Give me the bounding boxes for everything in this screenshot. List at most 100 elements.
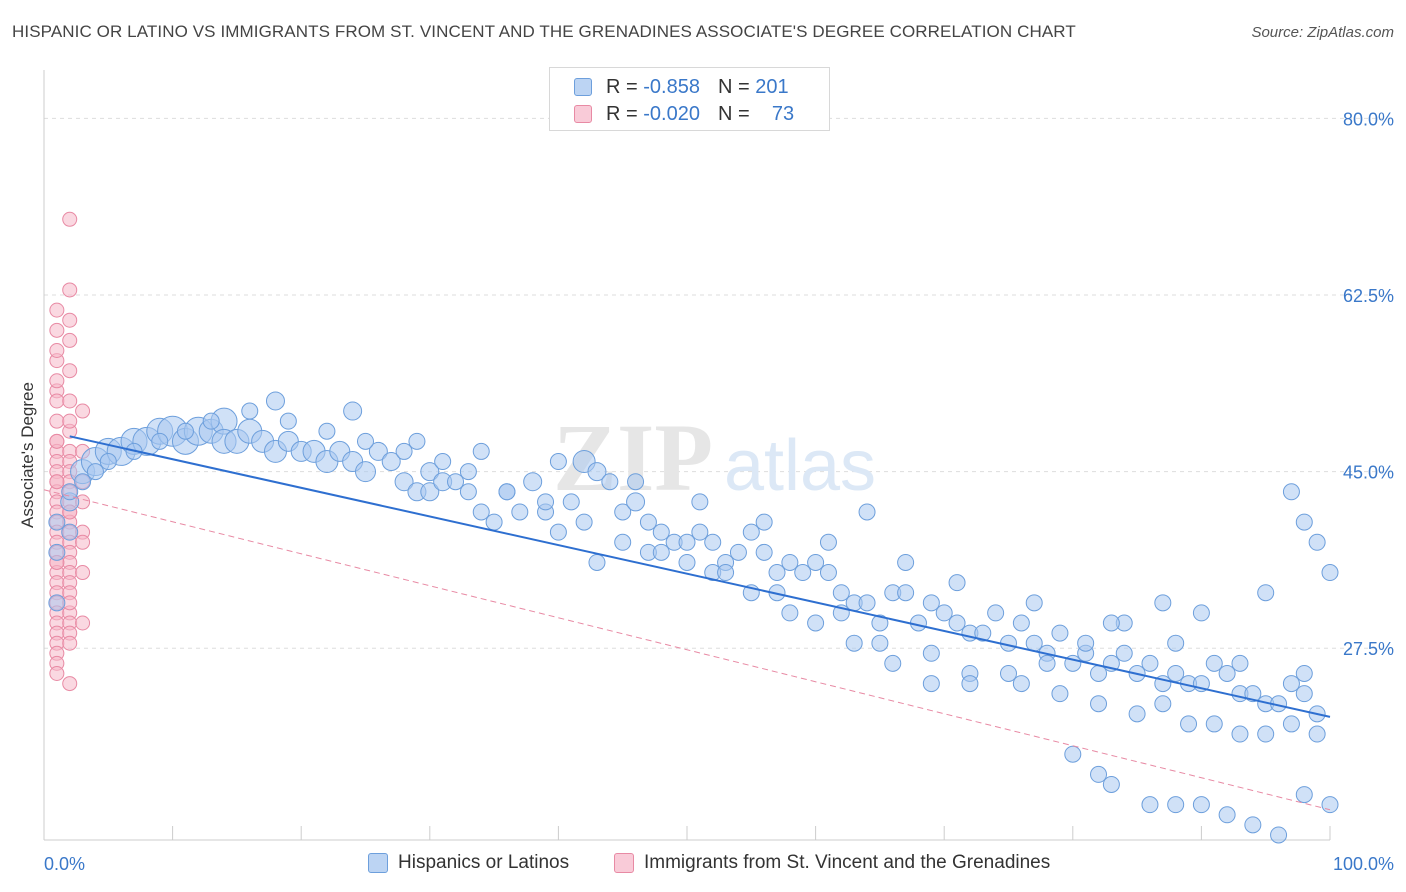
data-point-svg-immigrants (49, 665, 65, 681)
data-point-hispanic (755, 513, 773, 531)
data-point-hispanic (48, 513, 66, 531)
data-point-hispanic (794, 564, 812, 582)
data-point-hispanic (1180, 715, 1198, 733)
data-point-hispanic (588, 553, 606, 571)
data-point-hispanic (845, 634, 863, 652)
data-point-hispanic (626, 492, 646, 512)
data-point-hispanic (935, 604, 953, 622)
data-point-hispanic (871, 634, 889, 652)
data-point-svg-immigrants (62, 635, 78, 651)
data-point-hispanic (729, 543, 747, 561)
axis-layer (43, 70, 1331, 841)
data-point-hispanic (614, 533, 632, 551)
data-point-hispanic (1051, 624, 1069, 642)
data-point-svg-immigrants (49, 302, 65, 318)
data-point-hispanic (768, 564, 786, 582)
bottom-legend-label: Hispanics or Latinos (398, 852, 570, 873)
watermark: ZIP atlas (553, 404, 876, 511)
tick-labels: 27.5% 45.0% 62.5% 80.0% 0.0% 100.0% (44, 109, 1394, 874)
data-point-svg-immigrants (49, 433, 65, 449)
data-point-hispanic (1218, 664, 1236, 682)
data-point-hispanic (1090, 765, 1108, 783)
data-point-hispanic (922, 594, 940, 612)
data-point-hispanic (1038, 654, 1056, 672)
data-point-hispanic (755, 543, 773, 561)
trend-line-hispanic (69, 435, 1331, 718)
data-point-hispanic (1102, 775, 1120, 793)
data-point-hispanic (1295, 513, 1313, 531)
legend-n-value: 201 (755, 75, 789, 98)
data-point-hispanic (614, 503, 632, 521)
watermark-atlas: atlas (724, 426, 876, 506)
data-point-hispanic (355, 461, 376, 483)
data-point-hispanic (1205, 654, 1223, 672)
data-point-svg-immigrants (49, 343, 65, 359)
data-point-hispanic (781, 553, 799, 571)
x-tick-label: 0.0% (44, 854, 85, 874)
data-point-hispanic (807, 553, 825, 571)
data-point-hispanic (408, 432, 426, 450)
legend-r-value: -0.858 (643, 75, 700, 98)
chart-source: Source: ZipAtlas.com (1251, 24, 1394, 41)
data-point-hispanic (832, 584, 850, 602)
legend-swatch-blue (574, 78, 592, 96)
data-point-svg-immigrants (62, 282, 78, 298)
data-point-hispanic (472, 442, 490, 460)
data-point-hispanic (241, 402, 259, 420)
data-point-hispanic (922, 675, 940, 693)
x-tick-label: 100.0% (1333, 854, 1394, 874)
data-point-svg-immigrants (75, 534, 91, 550)
data-point-hispanic (74, 473, 92, 491)
data-point-hispanic (202, 412, 220, 430)
data-point-hispanic (394, 472, 414, 492)
data-point-svg-immigrants (62, 332, 78, 348)
data-point-hispanic (523, 472, 543, 492)
data-point-svg-immigrants (49, 413, 65, 429)
data-point-hispanic (1257, 584, 1275, 602)
data-point-svg-immigrants (62, 393, 78, 409)
data-point-hispanic (897, 584, 915, 602)
data-point-hispanic (627, 473, 645, 491)
data-point-hispanic (1295, 786, 1313, 804)
y-axis-label: Associate's Degree (18, 382, 37, 528)
chart-title: HISPANIC OR LATINO VS IMMIGRANTS FROM ST… (12, 22, 1076, 41)
data-point-hispanic (1282, 715, 1300, 733)
bottom-legend-hispanics: Hispanics or Latinos (368, 852, 569, 874)
data-point-svg-immigrants (49, 393, 65, 409)
legend-n-label: N = (717, 75, 750, 98)
data-point-hispanic (61, 483, 79, 501)
data-point-hispanic (459, 483, 477, 501)
data-point-hispanic (781, 604, 799, 622)
legend-n-label: N = (717, 102, 750, 125)
data-point-hispanic (1205, 715, 1223, 733)
data-point-svg-immigrants (49, 322, 65, 338)
legend-row-svg: R = -0.020 N = 73 (574, 103, 794, 125)
data-point-svg-immigrants (62, 363, 78, 379)
data-point-hispanic (61, 523, 79, 541)
data-point-svg-immigrants (62, 676, 78, 692)
data-point-hispanic (948, 614, 966, 632)
data-point-svg-immigrants (62, 413, 78, 429)
data-point-hispanic (48, 594, 66, 612)
data-point-hispanic (1128, 705, 1146, 723)
data-point-hispanic (1192, 796, 1210, 814)
data-point-hispanic (897, 553, 915, 571)
data-point-hispanic (819, 533, 837, 551)
data-point-hispanic (742, 523, 760, 541)
data-point-hispanic (1025, 594, 1043, 612)
y-tick-label: 80.0% (1343, 109, 1394, 129)
data-point-hispanic (420, 482, 440, 502)
data-point-hispanic (922, 644, 940, 662)
data-point-hispanic (1244, 685, 1262, 703)
data-point-hispanic (1295, 664, 1313, 682)
data-point-hispanic (1090, 695, 1108, 713)
trend-lines (43, 435, 1331, 811)
data-point-hispanic (858, 594, 876, 612)
data-point-hispanic (1321, 796, 1339, 814)
data-point-hispanic (176, 422, 194, 440)
data-point-hispanic (549, 523, 567, 541)
data-point-hispanic (265, 391, 285, 411)
data-point-hispanic (1141, 796, 1159, 814)
data-point-hispanic (1244, 816, 1262, 834)
data-point-hispanic (1077, 634, 1095, 652)
